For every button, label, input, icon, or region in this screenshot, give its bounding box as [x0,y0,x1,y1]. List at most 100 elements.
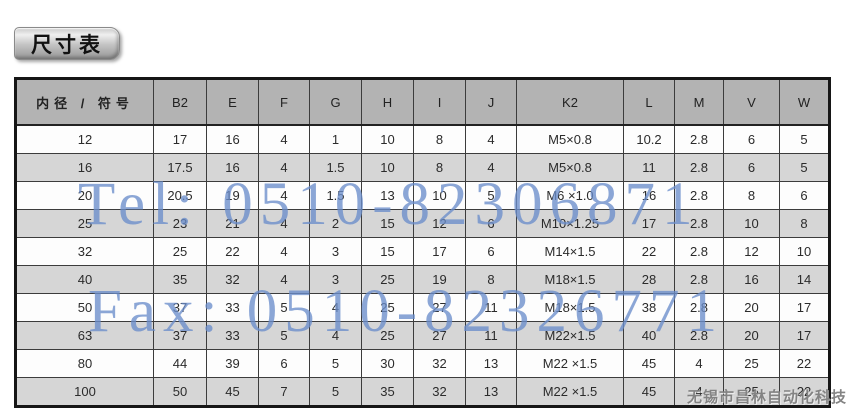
column-header-l: L [623,78,675,126]
table-cell: 6 [465,209,517,238]
table-cell: 20 [723,321,780,350]
table-cell: 12 [15,124,154,154]
column-header-i: I [413,78,466,126]
table-row: 63 37 33 5 4 25 27 11 M22×1.5 40 2.8 20 17 [15,321,830,350]
table-cell: 27 [413,321,466,350]
table-cell: 16 [723,265,780,294]
table-cell: 3 [309,237,362,266]
table-cell: 35 [153,265,207,294]
table-row: 12 17 16 4 1 10 8 4 M5×0.8 10.2 2.8 6 5 [15,124,830,154]
table-cell: 17 [413,237,466,266]
table-cell: 15 [361,209,414,238]
column-header-k2: K2 [516,78,624,126]
table-cell: 2.8 [674,209,724,238]
table-cell: 38 [623,293,675,322]
table-cell: 4 [309,293,362,322]
table-cell: 5 [309,349,362,378]
table-cell: 33 [206,321,259,350]
table-cell: 45 [623,377,675,407]
table-cell: M18×1.5 [516,265,624,294]
table-cell: 16 [15,153,154,182]
table-cell: 33 [206,293,259,322]
table-cell: 20.5 [153,181,207,210]
table-cell: 45 [206,377,259,407]
table-cell: 30 [361,349,414,378]
table-cell: 17.5 [153,153,207,182]
table-cell: 17 [623,209,675,238]
table-cell: 1.5 [309,181,362,210]
table-row: 40 35 32 4 3 25 19 8 M18×1.5 28 2.8 16 14 [15,265,830,294]
table-cell: 32 [413,349,466,378]
table-cell: 23 [153,209,207,238]
table-cell: 4 [674,349,724,378]
table-cell: 25 [361,321,414,350]
table-cell: 22 [206,237,259,266]
table-cell: 40 [623,321,675,350]
table-cell: 11 [623,153,675,182]
table-cell: 4 [258,181,310,210]
table-cell: 28 [623,265,675,294]
table-cell: 16 [206,153,259,182]
table-cell: 50 [153,377,207,407]
table-cell: 5 [779,124,830,154]
table-cell: 11 [465,321,517,350]
table-cell: 2.8 [674,293,724,322]
dimension-table: 内径 / 符号 B2 E F G H I J K2 L M V W 12 17 16… [14,77,831,408]
table-cell: 80 [15,349,154,378]
table-header: 内径 / 符号 B2 E F G H I J K2 L M V W [15,78,830,126]
table-cell: 4 [258,265,310,294]
table-cell: 6 [465,237,517,266]
column-header-e: E [206,78,259,126]
table-cell: 22 [779,377,830,407]
table-cell: 4 [258,124,310,154]
table-cell: 11 [465,293,517,322]
table-cell: M6 ×1.0 [516,181,624,210]
table-cell: 4 [258,153,310,182]
table-cell: 12 [723,237,780,266]
table-cell: 1.5 [309,153,362,182]
table-cell: 2.8 [674,181,724,210]
table-cell: 25 [361,293,414,322]
table-cell: 14 [779,265,830,294]
table-row: 20 20.5 19 4 1.5 13 10 5 M6 ×1.0 16 2.8 8 6 [15,181,830,210]
table-cell: 40 [15,265,154,294]
table-cell: 10 [413,181,466,210]
table-cell: 22 [779,349,830,378]
table-cell: 2.8 [674,237,724,266]
table-cell: M14×1.5 [516,237,624,266]
table-cell: 21 [206,209,259,238]
table-row: 25 23 21 4 2 15 12 6 M10×1.25 17 2.8 10 8 [15,209,830,238]
table-cell: 8 [779,209,830,238]
table-cell: 25 [723,349,780,378]
table-cell: 27 [413,293,466,322]
table-row: 16 17.5 16 4 1.5 10 8 4 M5×0.8 11 2.8 6 5 [15,153,830,182]
table-cell: 7 [258,377,310,407]
table-cell: 4 [674,377,724,407]
table-cell: 2.8 [674,321,724,350]
table-cell: 2.8 [674,265,724,294]
table-cell: 32 [413,377,466,407]
table-cell: 10 [361,153,414,182]
header-row: 内径 / 符号 B2 E F G H I J K2 L M V W [15,78,830,126]
table-cell: 6 [723,153,780,182]
table-cell: M10×1.25 [516,209,624,238]
table-cell: 13 [465,349,517,378]
table-cell: 22 [623,237,675,266]
table-cell: M22 ×1.5 [516,349,624,378]
table-cell: 32 [206,265,259,294]
table-cell: 10 [779,237,830,266]
table-cell: 100 [15,377,154,407]
table-cell: 5 [309,377,362,407]
table-cell: 17 [779,321,830,350]
table-cell: 4 [309,321,362,350]
table-body: 12 17 16 4 1 10 8 4 M5×0.8 10.2 2.8 6 5 16 17.5 16 4 1.5 1… [15,124,830,407]
table-cell: 25 [15,209,154,238]
table-cell: 6 [779,181,830,210]
table-row: 100 50 45 7 5 35 32 13 M22 ×1.5 45 4 25 22 [15,377,830,407]
column-header-f: F [258,78,310,126]
column-header-m: M [674,78,724,126]
table-cell: 20 [723,293,780,322]
column-header-w: W [779,78,830,126]
table-cell: M5×0.8 [516,124,624,154]
column-header-v: V [723,78,780,126]
